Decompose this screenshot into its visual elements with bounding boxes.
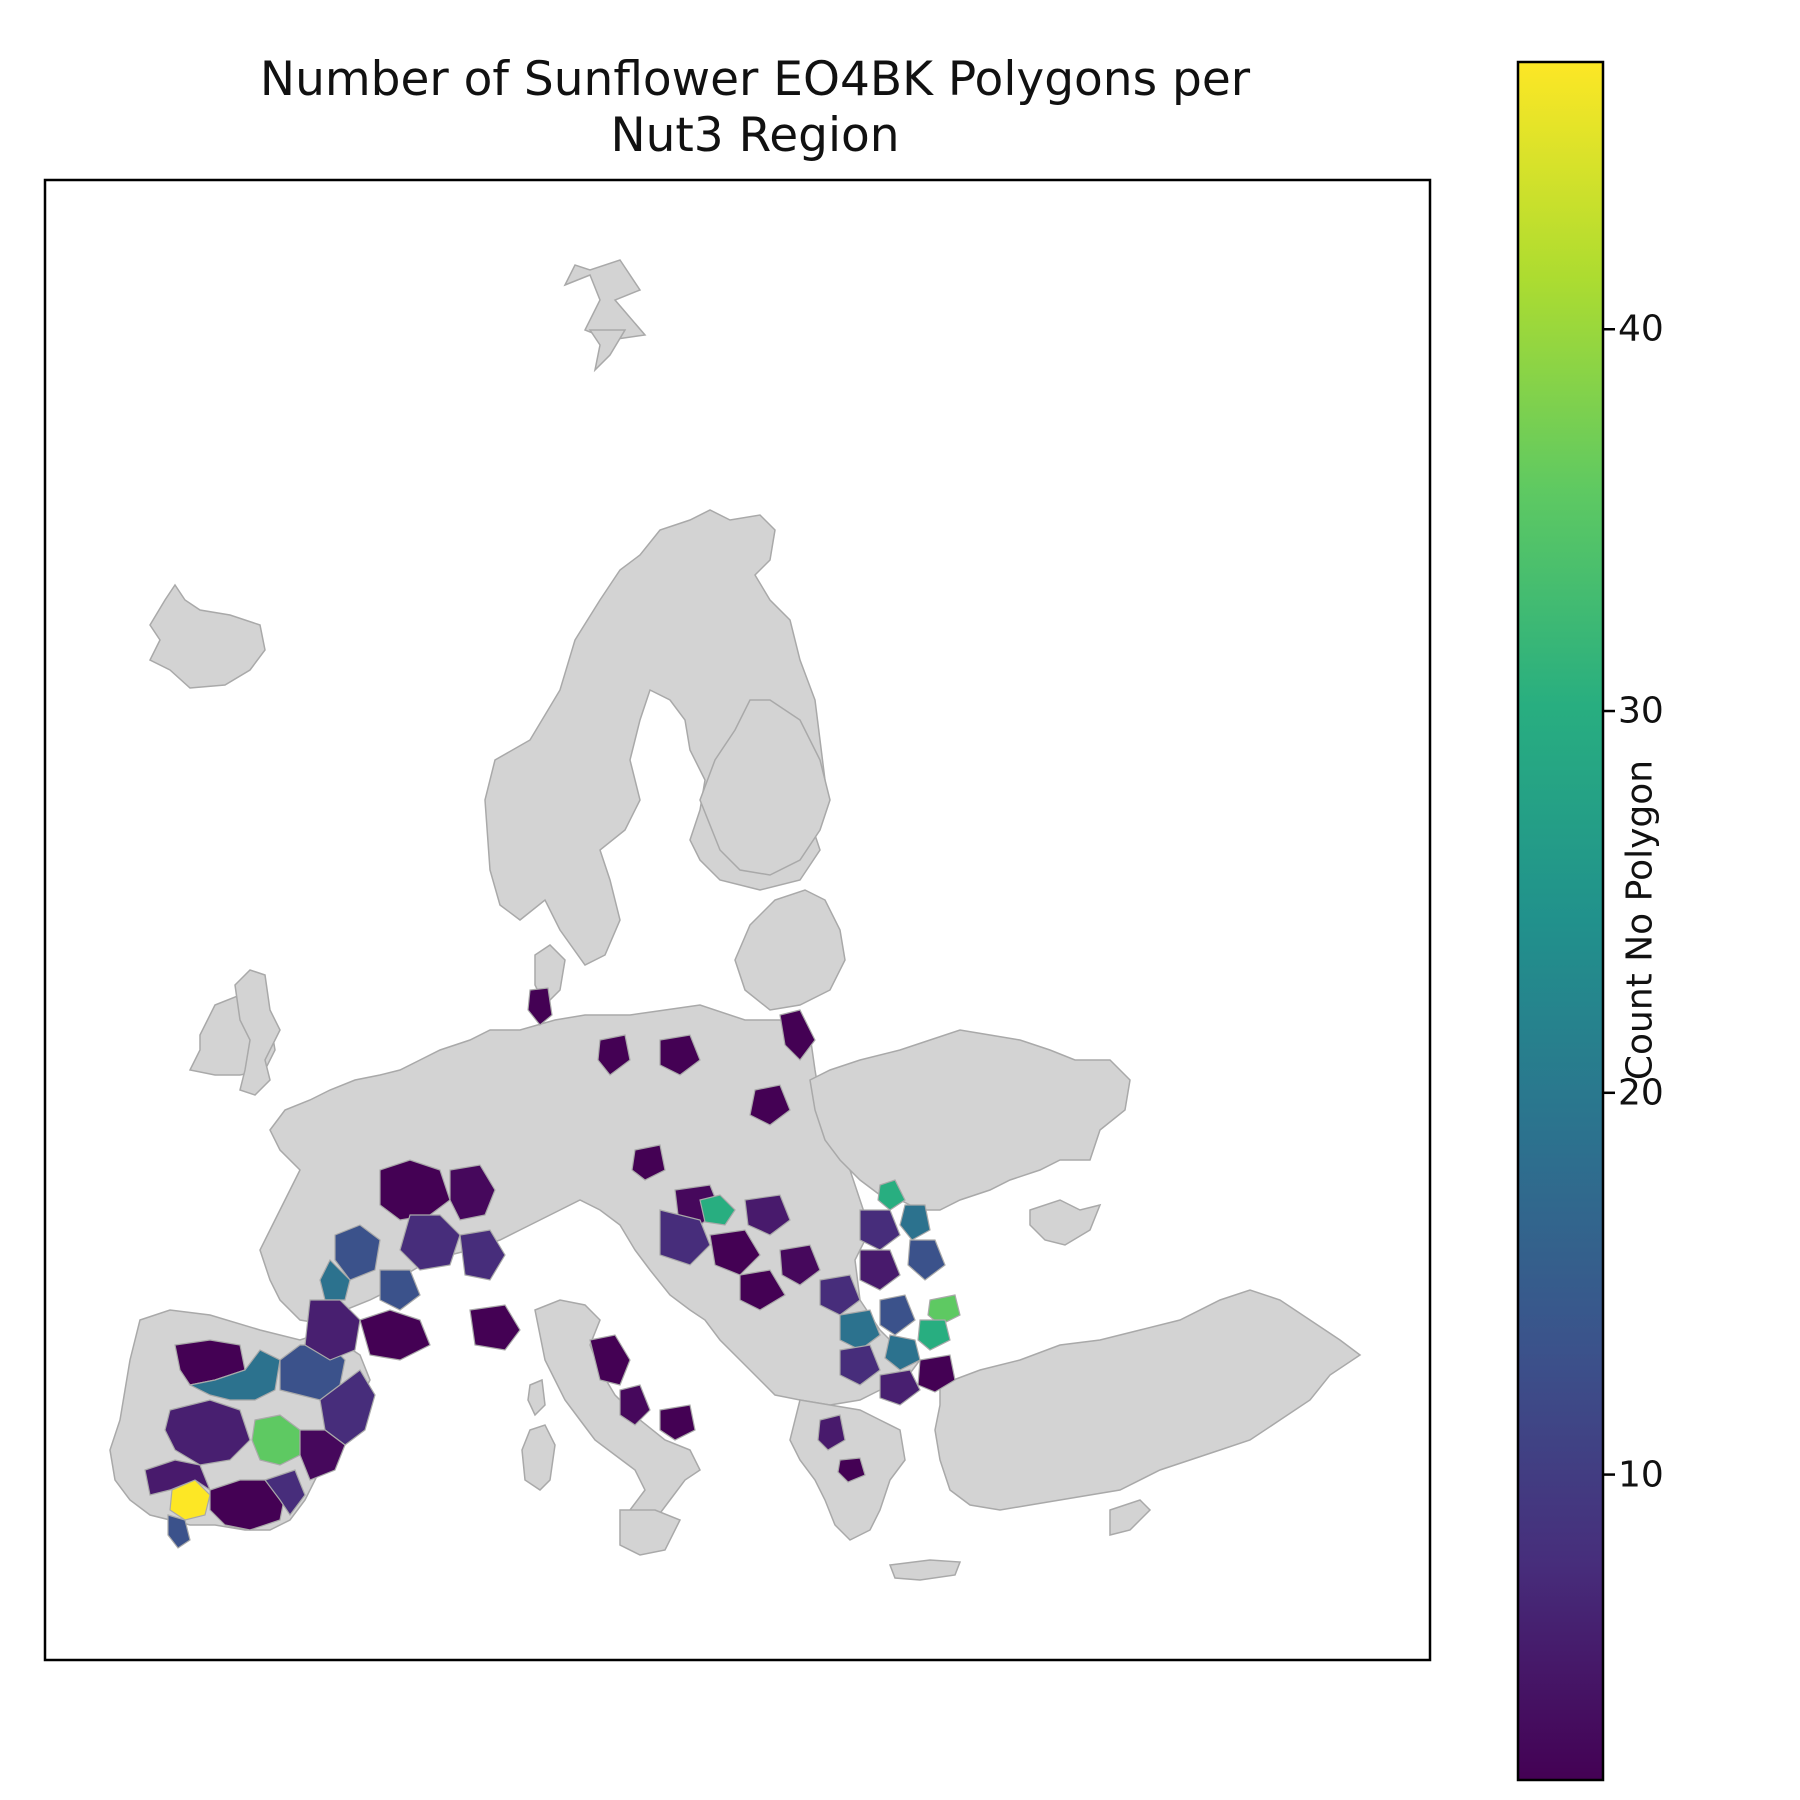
regions-with-data [144, 987, 961, 1549]
region-romania-south-2 [879, 1294, 916, 1336]
region-italy-central-2 [619, 1384, 651, 1426]
region-andalusia-granada [264, 1469, 306, 1517]
region-poland-1 [659, 1034, 701, 1076]
colorbar-tick-label: 20 [1618, 1072, 1664, 1114]
region-romania-east-1 [899, 1204, 931, 1241]
region-bulgaria-3 [917, 1354, 956, 1393]
region-romania-south-1 [839, 1309, 881, 1351]
map-title: Number of Sunflower EO4BK Polygons per N… [45, 52, 1465, 164]
region-romania-north [859, 1209, 901, 1251]
region-andalusia-north [144, 1459, 212, 1496]
map-frame [43, 178, 1432, 1662]
region-bulgaria-north [884, 1334, 921, 1371]
colorbar [1516, 60, 1615, 1782]
turkey [934, 1289, 1362, 1511]
region-france-centre [379, 1159, 451, 1221]
crimea [1029, 1199, 1102, 1246]
region-spain-central [188, 1349, 281, 1401]
colorbar-ticks [1603, 327, 1615, 1476]
corsica [527, 1378, 546, 1417]
region-france-centre-3 [379, 1269, 421, 1311]
colorbar-tick-label: 10 [1618, 1454, 1664, 1496]
region-greece-north [817, 1414, 846, 1451]
region-france-centre-2 [399, 1214, 461, 1271]
crete [888, 1559, 962, 1581]
region-romania-north-east [877, 1179, 906, 1211]
map-title-line2: Nut3 Region [610, 108, 900, 163]
svalbard-south [588, 329, 627, 373]
region-bulgaria-1 [839, 1344, 881, 1386]
region-hungary-3 [744, 1194, 791, 1236]
region-france-sw [304, 1299, 361, 1361]
region-czech-1 [631, 1144, 666, 1181]
italy [534, 1299, 701, 1532]
region-poland-2 [749, 1084, 791, 1126]
region-hungary-4 [739, 1269, 786, 1311]
region-hungary-north [699, 1194, 736, 1226]
region-greece-central [837, 1457, 866, 1483]
region-andalusia-east [209, 1479, 286, 1531]
colorbar-tick-label: 30 [1618, 690, 1664, 732]
region-hungary-1 [659, 1209, 711, 1266]
map-area [109, 259, 1362, 1581]
region-france-east [449, 1164, 496, 1221]
iceland [148, 583, 266, 689]
region-romania-south-east [927, 1294, 961, 1326]
great-britain [234, 969, 281, 1096]
region-serbia-vojvodina [779, 1244, 821, 1286]
region-italy-central-1 [589, 1334, 631, 1386]
region-romania-west [819, 1274, 861, 1316]
region-spain-south-west [164, 1399, 251, 1466]
region-france-south [359, 1309, 431, 1361]
region-france-bourgogne [459, 1229, 506, 1281]
colorbar-tick-label: 40 [1618, 308, 1664, 350]
colorbar-label: Count No Polygon [1619, 759, 1661, 1081]
baltics [734, 889, 846, 1011]
sicily [619, 1509, 682, 1556]
belarus-ukraine [809, 1029, 1131, 1211]
region-hungary-2 [709, 1229, 761, 1276]
region-france-west-1 [334, 1224, 381, 1281]
region-spain-ebro [319, 1369, 376, 1446]
cyprus [1109, 1499, 1152, 1536]
region-italy-south [659, 1404, 696, 1441]
region-france-rhone [469, 1304, 521, 1351]
sardinia [521, 1424, 556, 1491]
colorbar-gradient [1516, 60, 1605, 1782]
svalbard [563, 259, 647, 341]
region-bulgaria-2 [879, 1369, 921, 1406]
region-sweden-south [527, 987, 553, 1026]
region-spain-south-central [251, 1414, 301, 1466]
region-spain-south-east [299, 1429, 346, 1481]
region-poland-4 [597, 1034, 631, 1076]
region-poland-3 [779, 1009, 816, 1061]
region-andalusia-huelva [167, 1514, 191, 1549]
finland [699, 699, 831, 876]
region-romania-centre [859, 1249, 901, 1291]
region-romania-dobrogea [917, 1319, 951, 1351]
region-romania-east-2 [907, 1239, 946, 1281]
map-title-line1: Number of Sunflower EO4BK Polygons per [259, 52, 1251, 107]
